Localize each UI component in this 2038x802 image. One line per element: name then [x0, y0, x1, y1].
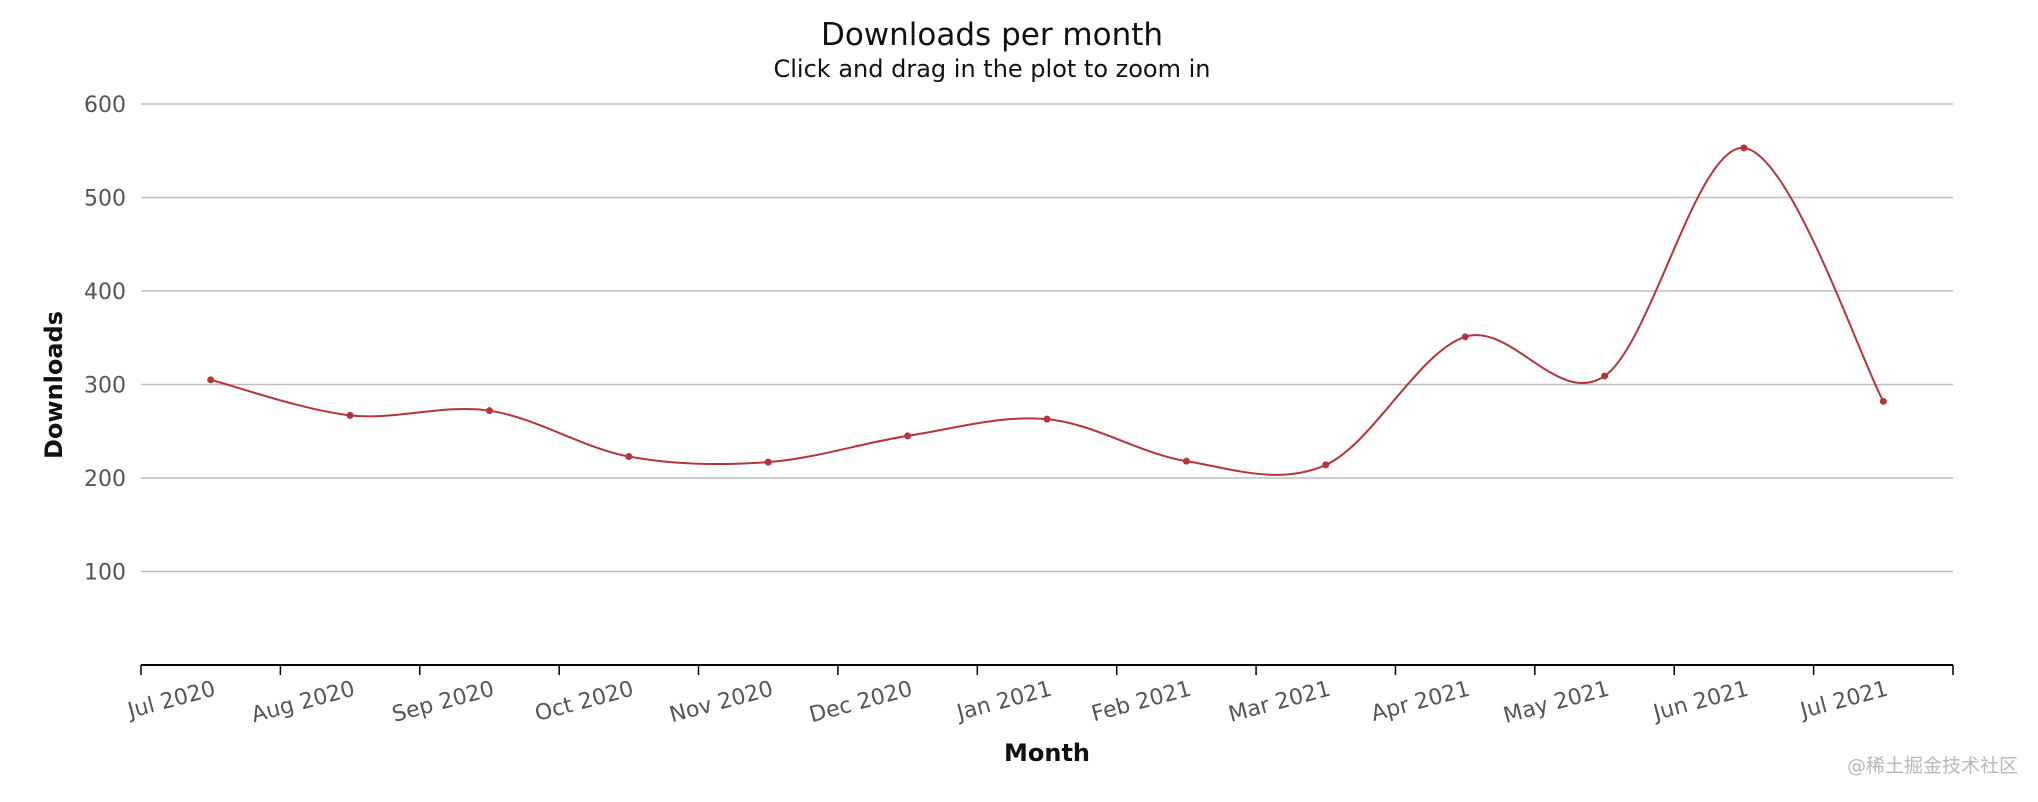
data-point[interactable]	[764, 458, 772, 466]
data-point[interactable]	[625, 452, 633, 460]
x-axis-title: Month	[1004, 739, 1090, 767]
x-tick-label: Mar 2021	[1226, 677, 1333, 728]
series-line	[210, 146, 1885, 476]
x-tick-label: Jun 2021	[1649, 677, 1751, 727]
series-layer	[207, 144, 1887, 476]
x-axis: Jul 2020 Aug 2020 Sep 2020 Oct 2020 Nov 2020…	[123, 664, 1954, 729]
data-point[interactable]	[207, 376, 215, 384]
data-point[interactable]	[1461, 333, 1469, 341]
x-tick-label: Sep 2020	[390, 677, 497, 728]
y-tick-label: 400	[84, 280, 126, 305]
y-tick-label: 300	[84, 374, 126, 399]
chart-title: Downloads per month	[821, 17, 1163, 53]
data-point[interactable]	[1043, 415, 1051, 423]
data-point[interactable]	[1740, 144, 1748, 152]
x-tick-label: Jul 2020	[123, 677, 218, 725]
y-tick-label: 600	[84, 93, 126, 118]
x-tick-label: Oct 2020	[532, 677, 636, 727]
x-tick-label: Dec 2020	[807, 677, 915, 728]
y-tick-label: 200	[84, 467, 126, 492]
y-tick-label: 500	[84, 187, 126, 212]
data-point[interactable]	[1182, 457, 1190, 465]
data-point[interactable]	[1879, 397, 1887, 405]
x-tick-label: Jul 2021	[1796, 677, 1891, 725]
x-tick-label: May 2021	[1501, 677, 1612, 729]
x-tick-label: Aug 2020	[249, 677, 358, 729]
y-axis-ticks: 100 200 300 400 500 600	[84, 93, 126, 586]
data-point[interactable]	[1322, 461, 1330, 469]
x-tick-label: Jan 2021	[953, 677, 1055, 727]
x-tick-label: Nov 2020	[667, 677, 776, 729]
y-tick-label: 100	[84, 561, 126, 586]
watermark: @稀土掘金技术社区	[1847, 755, 2018, 777]
data-point[interactable]	[904, 432, 912, 440]
data-point[interactable]	[1601, 372, 1609, 380]
data-point[interactable]	[346, 411, 354, 419]
chart-subtitle: Click and drag in the plot to zoom in	[774, 55, 1211, 83]
x-tick-label: Apr 2021	[1369, 677, 1473, 727]
data-point[interactable]	[485, 407, 493, 415]
y-axis-title: Downloads	[40, 311, 68, 459]
gridlines	[141, 103, 1953, 573]
x-tick-label: Feb 2021	[1089, 677, 1194, 728]
